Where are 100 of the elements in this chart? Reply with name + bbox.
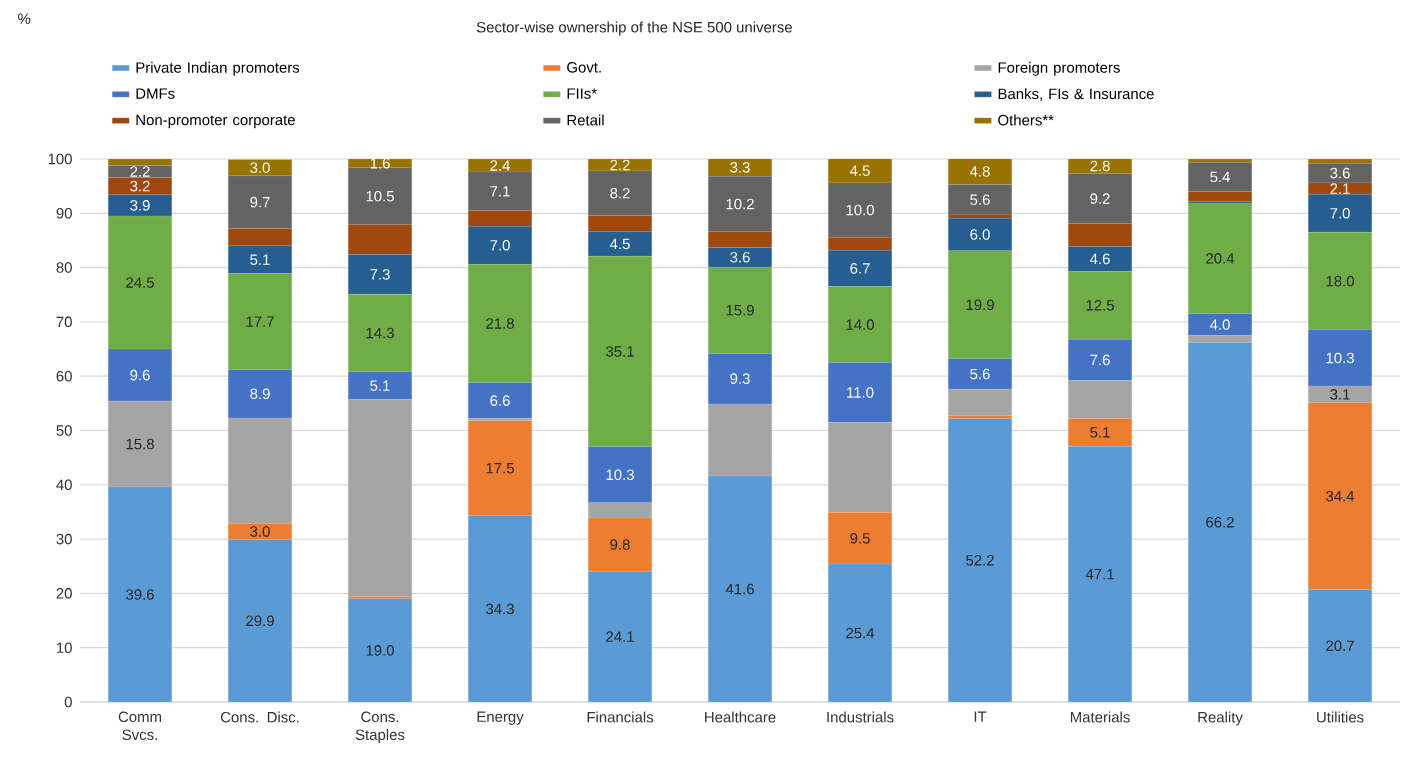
y-tick-label: 20 [56,588,72,599]
data-label: 14.0 [846,319,874,330]
x-tick-label: Cons. Staples [355,711,405,743]
y-tick-label: 70 [56,316,72,328]
x-tick-label: Financials [587,711,654,723]
data-label: 7.3 [370,269,390,280]
data-label: 12.5 [1086,300,1114,311]
data-label: 10.3 [1326,352,1354,364]
data-label: 5.1 [1090,427,1110,438]
data-label: 9.7 [250,196,270,208]
data-label: 1.6 [370,158,390,169]
text: % [18,13,31,24]
data-label: 17.5 [486,463,514,474]
data-label: 20.7 [1326,640,1354,652]
data-label: 10.2 [726,198,754,210]
data-label: 15.9 [726,304,754,316]
data-label: 4.5 [609,238,630,250]
data-label: 7.1 [490,186,510,197]
data-label: 8.2 [610,187,630,199]
data-label: 17.7 [246,316,274,327]
data-label: 39.6 [126,589,154,600]
data-label: 21.8 [486,318,514,329]
data-label: 14.3 [366,327,394,339]
data-label: 4.5 [849,165,870,176]
data-label: 7.0 [1330,207,1350,219]
data-label: 20.4 [1206,253,1235,264]
data-label: 4.6 [1089,253,1110,265]
data-label: 3.6 [1330,167,1350,179]
y-tick-label: 0 [64,696,72,708]
data-label: 7.0 [490,240,510,251]
legend-label: Banks, FIs & Insurance [998,88,1154,101]
data-label: 34.3 [486,603,514,615]
data-label: 6.0 [970,229,990,240]
y-tick-label: 30 [56,533,72,545]
data-label: 10.5 [366,190,394,202]
data-label: 7.6 [1090,354,1110,366]
data-label: 5.4 [1210,171,1230,183]
x-tick-label: Utilities [1317,711,1364,723]
data-label: 10.3 [606,469,634,481]
data-label: 2.2 [610,159,630,171]
data-label: 4.0 [1209,319,1230,330]
data-label: 19.9 [966,299,994,311]
legend-label: Private Indian promoters [136,61,300,76]
data-label: 9.8 [610,539,630,550]
data-label: 52.2 [966,554,994,566]
data-label: 6.7 [850,263,870,274]
data-label: 3.0 [250,162,270,173]
data-label: 3.6 [730,251,750,263]
x-tick-label: Materials [1070,711,1130,723]
legend-label: Non-promoter corporate [136,114,295,129]
data-label: 66.2 [1206,516,1234,528]
legend-label: FIIs* [567,88,597,99]
data-label: 5.6 [970,194,990,205]
data-label: 29.9 [246,615,274,627]
data-label: 41.6 [725,583,754,595]
data-label: 2.8 [1090,160,1110,172]
y-tick-label: 10 [57,642,72,653]
data-label: 4.8 [969,166,990,177]
data-label: 3.9 [130,200,150,211]
data-label: 9.5 [850,532,870,544]
legend-label: Retail [567,114,604,126]
x-tick-label: Reality [1198,711,1243,726]
data-label: 24.5 [126,277,154,288]
data-label: 3.1 [1330,389,1350,400]
data-label: 18.0 [1326,275,1354,287]
data-label: 9.3 [730,373,750,384]
data-label: 6.6 [490,395,510,406]
data-label: 5.6 [970,368,990,380]
y-tick-label: 60 [56,370,72,382]
data-label: 10.0 [846,204,874,216]
chart-title: Sector-wise ownership of the NSE 500 universe [476,21,792,36]
x-tick-label: Energy [477,711,524,725]
data-label: 3.3 [730,162,750,173]
data-label: 11.0 [847,387,874,398]
data-label: 2.2 [130,166,150,177]
data-label: 34.4 [1326,490,1355,502]
y-tick-label: 80 [56,262,72,273]
x-tick-label: Cons. Disc. [220,711,299,723]
legend-label: Foreign promoters [998,61,1120,76]
legend-label: Govt. [567,62,601,73]
data-label: 3.0 [250,526,270,537]
data-label: 9.2 [1090,193,1110,204]
x-tick-label: Industrials [827,711,894,723]
legend-label: Others** [998,114,1054,126]
data-label: 24.1 [606,631,634,642]
x-tick-label: Comm Svcs. [118,711,161,741]
y-tick-label: 90 [56,207,72,219]
data-label: 5.1 [370,380,390,391]
x-tick-label: IT [974,711,987,722]
y-tick-label: 40 [56,479,72,491]
data-label: 25.4 [846,627,875,639]
data-label: 5.1 [250,254,270,265]
data-label: 2.1 [1330,183,1350,194]
y-tick-label: 50 [56,425,72,436]
x-tick-label: Healthcare [705,711,776,723]
data-label: 19.0 [366,645,394,656]
legend-label: DMFs [136,88,175,99]
data-label: 47.1 [1085,568,1114,580]
data-label: 35.1 [606,346,634,357]
data-label: 15.8 [126,438,154,450]
